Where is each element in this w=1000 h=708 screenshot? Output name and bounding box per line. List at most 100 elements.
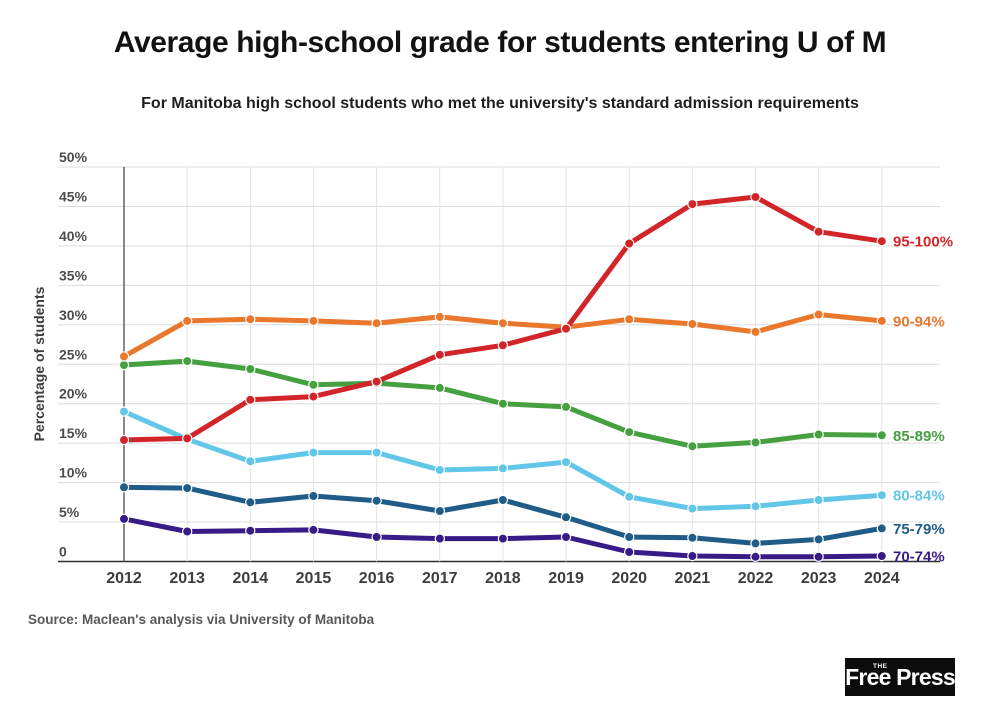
y-tick-label-15: 15%	[59, 425, 88, 441]
data-point-75-79-2021	[687, 532, 698, 544]
data-point-70-74-2012	[118, 513, 130, 525]
data-point-70-74-2020	[624, 546, 635, 558]
data-point-90-94-2021	[687, 318, 698, 330]
data-point-95-100-2019	[560, 323, 572, 334]
data-point-90-94-2023	[813, 309, 824, 320]
data-point-75-79-2022	[750, 538, 761, 549]
series-label-95-100: 95-100%	[893, 234, 953, 251]
data-point-85-89-2017	[434, 382, 445, 394]
y-tick-label-50: 50%	[59, 149, 88, 165]
data-point-90-94-2022	[750, 326, 761, 338]
data-point-80-84-2023	[813, 494, 824, 506]
data-point-75-79-2014	[245, 497, 256, 508]
data-point-70-74-2015	[308, 524, 319, 536]
data-point-70-74-2013	[181, 526, 193, 537]
data-point-75-79-2017	[434, 505, 445, 517]
x-tick-label-2018: 2018	[485, 570, 521, 587]
data-point-85-89-2021	[687, 441, 698, 452]
data-point-75-79-2024	[876, 523, 888, 534]
data-point-95-100-2014	[245, 394, 256, 405]
x-tick-label-2020: 2020	[611, 570, 647, 587]
freepress-logo-the: THE	[873, 663, 888, 670]
data-point-75-79-2012	[118, 482, 130, 493]
data-point-90-94-2024	[876, 315, 888, 327]
data-point-85-89-2019	[560, 401, 572, 413]
data-point-85-89-2012	[118, 359, 130, 371]
series-label-75-79: 75-79%	[893, 521, 945, 538]
data-point-95-100-2024	[876, 235, 888, 247]
x-tick-label-2017: 2017	[422, 570, 458, 587]
data-point-85-89-2024	[876, 430, 888, 441]
y-tick-label-5: 5%	[59, 504, 80, 520]
chart-subtitle: For Manitoba high school students who me…	[141, 95, 859, 112]
data-point-95-100-2016	[371, 376, 382, 387]
data-point-70-74-2014	[245, 525, 256, 536]
data-point-95-100-2017	[434, 349, 445, 360]
data-point-70-74-2022	[750, 551, 761, 563]
data-point-90-94-2015	[308, 315, 319, 327]
y-tick-label-30: 30%	[59, 307, 88, 323]
data-point-70-74-2024	[876, 550, 888, 562]
data-point-90-94-2017	[434, 311, 445, 323]
data-point-90-94-2020	[624, 314, 635, 325]
x-tick-label-2021: 2021	[675, 570, 711, 587]
x-tick-label-2014: 2014	[233, 570, 269, 587]
data-point-85-89-2014	[245, 363, 256, 375]
y-tick-label-10: 10%	[59, 465, 88, 481]
data-point-90-94-2016	[371, 318, 382, 329]
data-point-95-100-2012	[118, 434, 130, 446]
data-point-80-84-2014	[245, 456, 256, 467]
data-point-75-79-2020	[624, 531, 635, 543]
data-point-70-74-2016	[371, 531, 382, 543]
data-point-95-100-2013	[181, 433, 193, 444]
y-tick-label-40: 40%	[59, 228, 88, 244]
data-point-95-100-2020	[624, 238, 635, 249]
data-point-75-79-2013	[181, 482, 193, 494]
data-point-80-84-2024	[876, 490, 888, 501]
x-tick-label-2022: 2022	[738, 570, 774, 587]
freepress-logo-text: Free Press	[845, 664, 955, 690]
source-note: Source: Maclean's analysis via Universit…	[28, 612, 375, 627]
x-tick-label-2019: 2019	[548, 570, 584, 587]
data-point-85-89-2023	[813, 429, 824, 440]
data-point-80-84-2020	[624, 491, 635, 502]
data-point-75-79-2018	[497, 494, 509, 506]
data-point-95-100-2015	[308, 391, 319, 402]
series-label-90-94: 90-94%	[893, 313, 945, 330]
data-point-80-84-2021	[687, 503, 698, 514]
data-point-75-79-2016	[371, 495, 382, 506]
data-point-70-74-2019	[560, 531, 572, 543]
data-point-85-89-2015	[308, 379, 319, 390]
data-point-70-74-2018	[497, 533, 509, 544]
freepress-logo: THE Free Press	[845, 658, 956, 696]
data-point-70-74-2017	[434, 533, 445, 544]
data-point-80-84-2015	[308, 447, 319, 458]
y-tick-label-35: 35%	[59, 267, 88, 283]
data-point-85-89-2013	[181, 355, 193, 367]
data-point-80-84-2019	[560, 456, 572, 468]
x-tick-label-2023: 2023	[801, 570, 837, 587]
data-point-90-94-2013	[181, 315, 193, 327]
data-point-80-84-2016	[371, 447, 382, 458]
data-point-85-89-2020	[624, 426, 635, 438]
data-point-90-94-2012	[118, 351, 130, 362]
data-point-95-100-2023	[813, 226, 824, 237]
y-tick-label-20: 20%	[59, 386, 88, 402]
x-tick-label-2015: 2015	[296, 570, 332, 587]
data-point-95-100-2018	[497, 340, 509, 351]
data-point-80-84-2017	[434, 464, 445, 476]
data-point-90-94-2014	[245, 314, 256, 325]
series-label-70-74: 70-74%	[893, 548, 945, 565]
data-point-75-79-2015	[308, 490, 319, 502]
data-point-80-84-2022	[750, 501, 761, 512]
data-point-95-100-2022	[750, 191, 761, 203]
data-point-85-89-2022	[750, 437, 761, 448]
y-tick-label-25: 25%	[59, 346, 88, 362]
y-tick-label-45: 45%	[59, 188, 88, 204]
y-axis-title: Percentage of students	[31, 286, 47, 441]
series-label-85-89: 85-89%	[893, 428, 945, 445]
data-point-70-74-2023	[813, 551, 824, 563]
data-point-75-79-2023	[813, 534, 824, 545]
data-point-75-79-2019	[560, 512, 572, 523]
